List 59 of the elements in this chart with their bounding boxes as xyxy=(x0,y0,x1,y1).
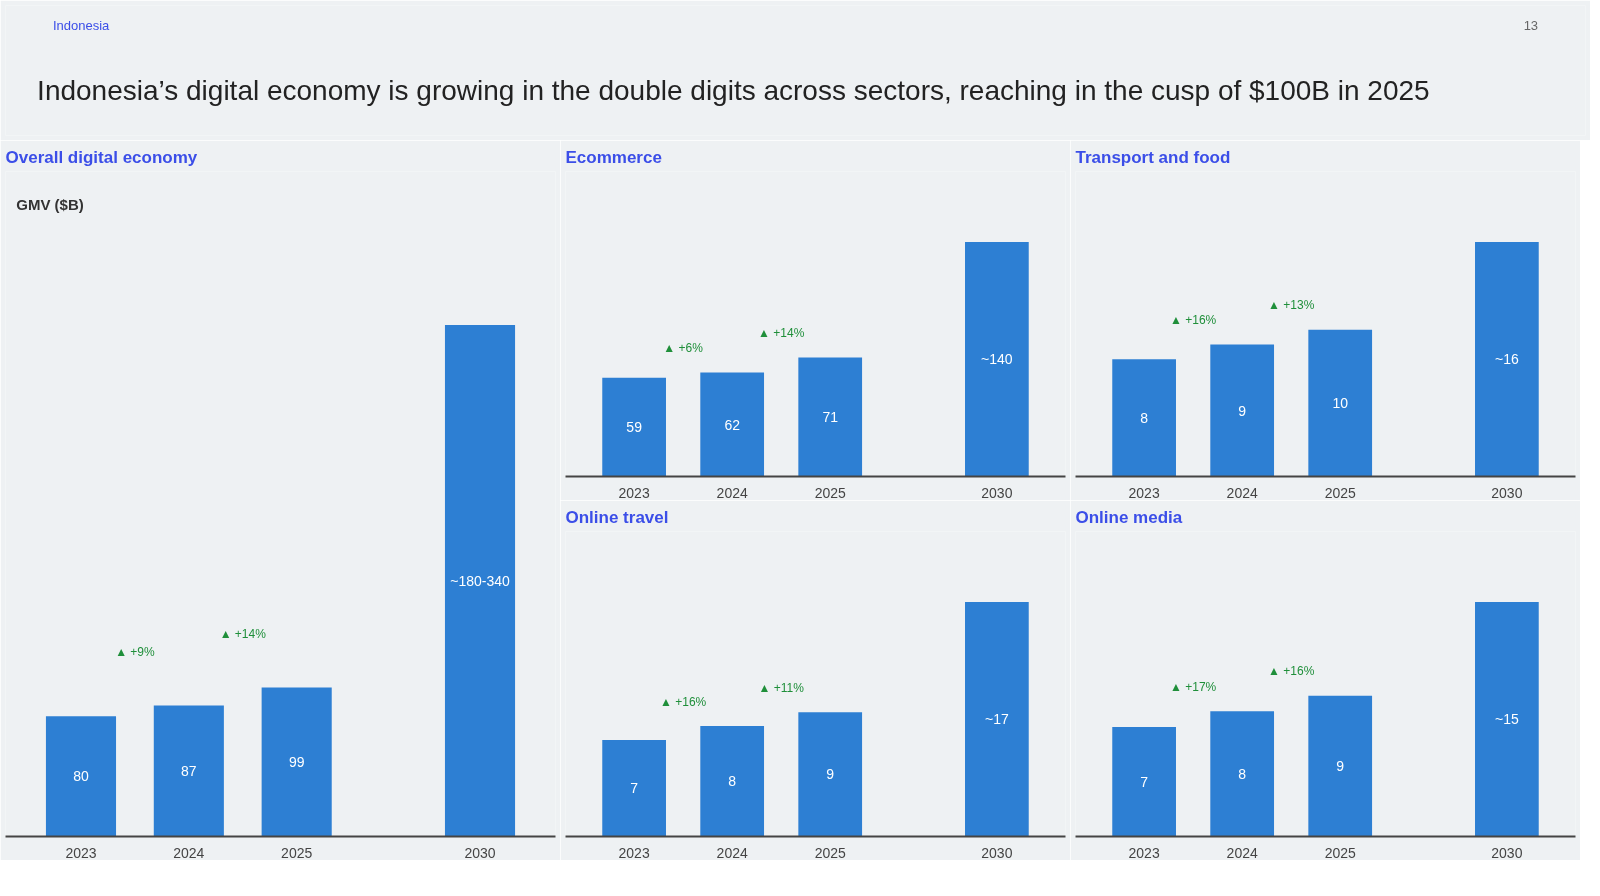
x-tick-label: 2030 xyxy=(1491,484,1523,501)
data-label: 8 xyxy=(1238,765,1247,782)
data-label: ~16 xyxy=(1495,351,1519,368)
x-tick-label: 2030 xyxy=(981,844,1013,861)
x-tick-label: 2030 xyxy=(464,844,496,861)
x-tick-label: 2025 xyxy=(1324,844,1356,861)
chart-title: Overall digital economy xyxy=(5,147,198,167)
annotation: ▲ +17% xyxy=(1170,679,1217,694)
x-tick-label: 2030 xyxy=(981,484,1013,501)
data-label: 9 xyxy=(826,766,835,783)
annotation: ▲ +16% xyxy=(1268,664,1315,679)
data-label: ~15 xyxy=(1495,711,1519,728)
data-label: 71 xyxy=(822,409,839,426)
data-label: 8 xyxy=(728,773,737,790)
annotation: ▲ +9% xyxy=(115,645,156,660)
data-label: 10 xyxy=(1332,395,1349,412)
x-tick-label: 2024 xyxy=(1226,844,1258,861)
x-tick-label: 2024 xyxy=(1226,484,1258,501)
data-label: 8 xyxy=(1140,409,1149,426)
chart-title: Ecommerce xyxy=(565,147,662,167)
x-tick-label: 2024 xyxy=(716,484,748,501)
x-tick-label: 2024 xyxy=(173,844,205,861)
data-label: 99 xyxy=(288,754,305,771)
data-label: 9 xyxy=(1336,758,1345,775)
text: Indonesia xyxy=(52,17,111,33)
x-tick-label: 2023 xyxy=(618,484,650,501)
annotation: ▲ +14% xyxy=(219,627,267,642)
annotation: ▲ +11% xyxy=(758,680,805,695)
chart-title: Online media xyxy=(1075,507,1183,527)
chart-title: Online travel xyxy=(565,507,669,527)
data-label: ~180-340 xyxy=(450,572,510,589)
chart-subtitle: GMV ($B) xyxy=(16,196,84,214)
annotation: ▲ +14% xyxy=(758,326,805,341)
chart-title: Transport and food xyxy=(1075,147,1231,167)
x-tick-label: 2025 xyxy=(814,844,846,861)
x-tick-label: 2025 xyxy=(1324,484,1356,501)
data-label: 9 xyxy=(1238,402,1247,419)
x-tick-label: 2025 xyxy=(814,484,846,501)
data-label: 59 xyxy=(626,419,643,436)
annotation: ▲ +6% xyxy=(663,341,704,356)
text: Indonesia’s digital economy is growing in the double digits across sectors, reaching in the cusp of $100B in 2025 xyxy=(37,74,1430,106)
data-label: 62 xyxy=(724,416,741,433)
x-tick-label: 2023 xyxy=(1128,844,1160,861)
annotation: ▲ +16% xyxy=(660,694,707,709)
x-tick-label: 2023 xyxy=(618,844,650,861)
data-label: 80 xyxy=(73,768,89,785)
x-tick-label: 2030 xyxy=(1491,844,1523,861)
data-label: 87 xyxy=(181,763,197,780)
x-tick-label: 2025 xyxy=(281,844,313,861)
data-label: ~140 xyxy=(981,351,1013,368)
x-tick-label: 2023 xyxy=(1128,484,1160,501)
annotation: ▲ +16% xyxy=(1170,313,1217,328)
x-tick-label: 2023 xyxy=(65,844,97,861)
data-label: ~17 xyxy=(985,711,1009,728)
data-label: 7 xyxy=(1140,773,1149,790)
x-tick-label: 2024 xyxy=(716,844,748,861)
data-label: 7 xyxy=(630,780,639,797)
text: 13 xyxy=(1523,17,1539,33)
annotation: ▲ +13% xyxy=(1268,298,1315,313)
